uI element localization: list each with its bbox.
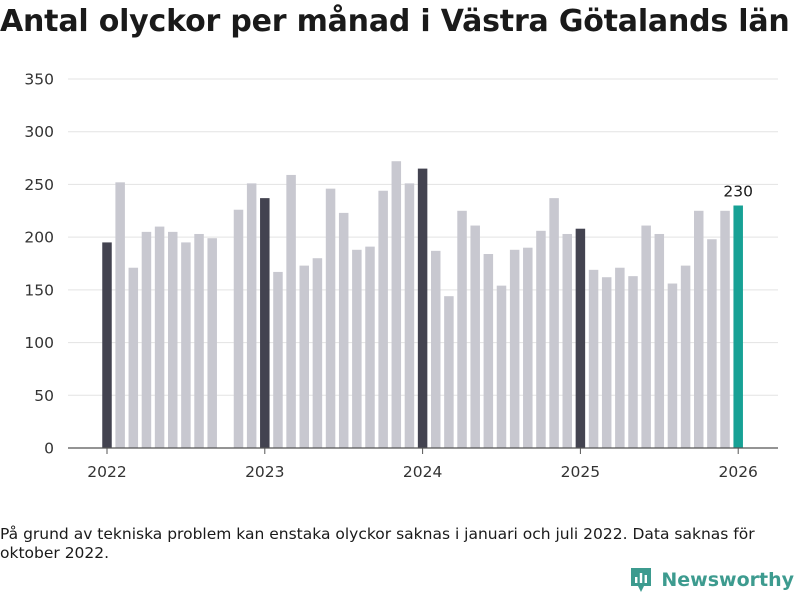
bar-2025-01[interactable] [575,228,586,448]
bar-2023-06[interactable] [325,188,336,448]
bar-2022-04[interactable] [141,231,152,448]
bar-2023-11[interactable] [391,161,402,448]
bar-2025-07[interactable] [654,233,665,448]
bar-2023-04[interactable] [299,265,310,448]
bars [102,161,743,449]
bar-2024-07[interactable] [496,285,507,448]
bar-2022-06[interactable] [168,231,178,448]
bar-2022-07[interactable] [181,242,191,448]
bar-2025-11[interactable] [707,239,717,448]
bar-2023-10[interactable] [378,190,388,448]
bar-2024-02[interactable] [431,250,441,448]
x-axis: 2022 2023 2024 2025 2026 [68,447,778,481]
y-tick-label: 200 [24,229,54,247]
bar-2022-12[interactable] [246,183,257,448]
bar-2025-12[interactable] [720,210,730,448]
x-tick-label: 2025 [561,463,600,481]
bar-2025-10[interactable] [694,210,704,448]
bar-2023-03[interactable] [286,174,296,448]
bar-2022-05[interactable] [154,226,165,448]
bar-2025-09[interactable] [680,265,691,448]
bar-2024-12[interactable] [562,233,573,448]
brand[interactable]: Newsworthy [629,566,794,594]
bar-2024-01[interactable] [417,168,428,449]
bar-2023-09[interactable] [365,246,375,448]
bar-2023-12[interactable] [404,183,415,448]
bar-2026-01[interactable] [733,205,743,448]
data-labels: 230 [723,183,753,201]
bar-2024-03[interactable] [444,296,454,448]
bar-2024-04[interactable] [457,210,467,448]
y-tick-label: 350 [24,71,54,89]
bar-2023-02[interactable] [273,271,283,448]
bar-2022-11[interactable] [233,209,244,448]
y-tick-label: 250 [24,176,54,194]
bar-2022-01[interactable] [102,242,112,448]
bar-2025-05[interactable] [628,276,638,448]
y-axis-ticks: 0 50 100 150 200 250 300 350 [24,71,54,458]
bar-2025-08[interactable] [667,283,678,448]
bar-2023-07[interactable] [338,212,349,448]
newsworthy-logo-icon [631,568,652,592]
bar-2025-03[interactable] [601,277,612,448]
brand-name: Newsworthy [661,569,794,591]
y-tick-label: 100 [24,334,54,352]
bar-2024-06[interactable] [483,254,494,448]
x-tick-label: 2022 [87,463,126,481]
bar-2024-11[interactable] [549,198,559,448]
bar-2025-02[interactable] [588,269,599,448]
bar-2024-08[interactable] [509,249,520,448]
y-tick-label: 300 [24,123,54,141]
bar-2022-08[interactable] [194,233,204,448]
chart-title: Antal olyckor per månad i Västra Götalan… [0,4,790,39]
bar-2025-06[interactable] [641,225,651,448]
bar-2023-05[interactable] [312,258,323,448]
y-tick-label: 0 [44,440,54,458]
y-tick-label: 50 [34,387,54,405]
y-tick-label: 150 [24,281,54,299]
bar-2023-08[interactable] [352,249,362,448]
bar-2024-09[interactable] [523,247,533,448]
x-tick-label: 2026 [718,463,757,481]
bar-2023-01[interactable] [260,198,270,448]
bar-2022-09[interactable] [207,238,217,448]
data-label-latest: 230 [723,183,753,201]
x-tick-label: 2024 [403,463,442,481]
bar-2022-03[interactable] [128,267,139,448]
bar-2024-05[interactable] [470,225,480,448]
bar-2024-10[interactable] [536,230,546,448]
x-tick-label: 2023 [245,463,284,481]
bar-2022-02[interactable] [115,182,125,448]
bar-2025-04[interactable] [615,267,625,448]
footnote: På grund av tekniska problem kan enstaka… [0,525,755,562]
